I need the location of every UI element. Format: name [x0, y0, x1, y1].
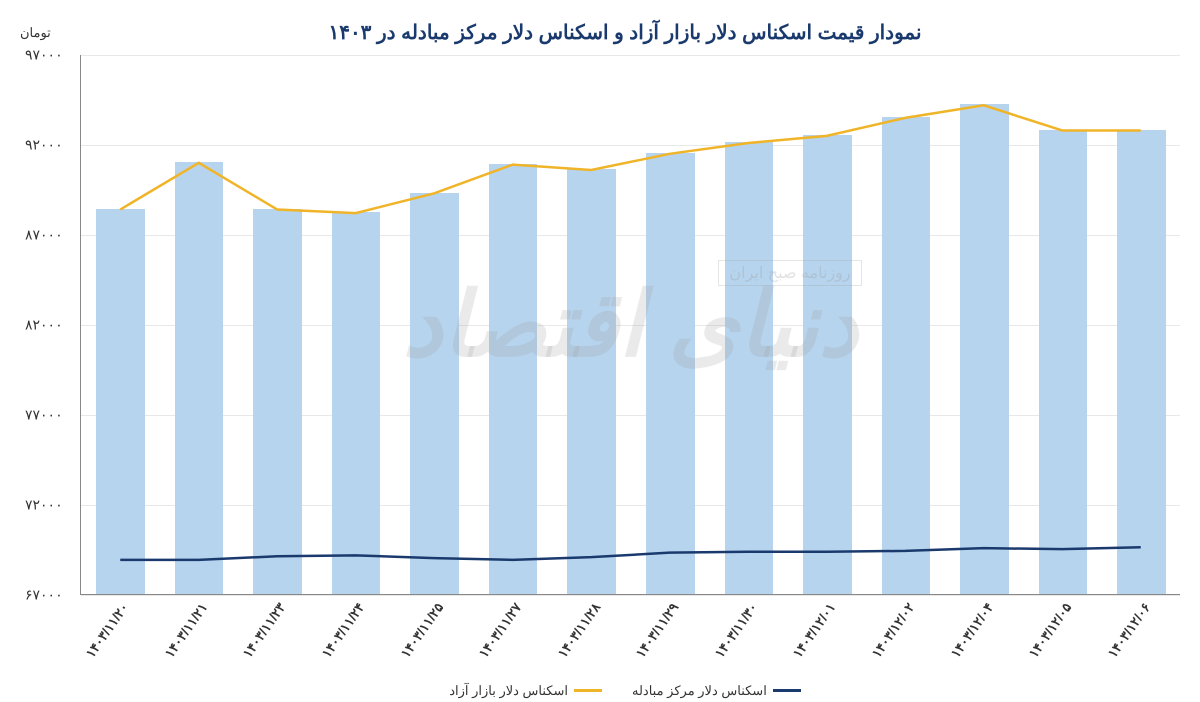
legend-label: اسکناس دلار بازار آزاد [449, 683, 568, 699]
grid-line [81, 235, 1180, 236]
x-tick-label: ۱۴۰۳/۱۱/۲۳ [240, 600, 289, 661]
bar [332, 212, 381, 594]
bar [803, 135, 852, 594]
x-tick-label: ۱۴۰۳/۱۱/۲۴ [319, 600, 368, 661]
x-tick-label: ۱۴۰۳/۱۱/۲۹ [633, 600, 682, 661]
x-tick-label: ۱۴۰۳/۱۲/۰۱ [790, 600, 839, 661]
x-tick-label: ۱۴۰۳/۱۲/۰۴ [947, 600, 996, 661]
x-tick-label: ۱۴۰۳/۱۱/۲۵ [397, 600, 446, 661]
x-tick-label: ۱۴۰۳/۱۲/۰۵ [1026, 600, 1075, 661]
legend: اسکناس دلار مرکز مبادله اسکناس دلار بازار… [70, 680, 1180, 699]
bar [175, 162, 224, 594]
y-tick-label: ۷۷۰۰۰ [25, 407, 75, 424]
y-tick-label: ۷۲۰۰۰ [25, 497, 75, 514]
y-tick-label: ۶۷۰۰۰ [25, 587, 75, 604]
x-tick-label: ۱۴۰۳/۱۲/۰۲ [869, 600, 918, 661]
bar [1039, 130, 1088, 594]
y-tick-label: ۸۷۰۰۰ [25, 227, 75, 244]
bar [1117, 130, 1166, 594]
legend-swatch [574, 689, 602, 692]
y-tick-label: ۹۲۰۰۰ [25, 137, 75, 154]
x-axis: ۱۴۰۳/۱۱/۲۰ ۱۴۰۳/۱۱/۲۱ ۱۴۰۳/۱۱/۲۳ ۱۴۰۳/۱۱/۲۴… [80, 600, 1180, 680]
legend-label: اسکناس دلار مرکز مبادله [632, 683, 767, 699]
chart-container: نمودار قیمت اسکناس دلار بازار آزاد و اسک… [0, 0, 1200, 702]
y-axis-unit: تومان [20, 25, 51, 41]
legend-swatch [773, 689, 801, 692]
plot-area: دنیای اقتصاد روزنامه صبح ایران [80, 55, 1180, 595]
x-tick-label: ۱۴۰۳/۱۲/۰۶ [1105, 600, 1154, 661]
bar [489, 164, 538, 594]
x-tick-label: ۱۴۰۳/۱۱/۲۱ [162, 600, 211, 661]
bar [253, 209, 302, 594]
y-tick-label: ۹۷۰۰۰ [25, 47, 75, 64]
grid-line [81, 415, 1180, 416]
bar [960, 104, 1009, 594]
x-tick-label: ۱۴۰۳/۱۱/۲۷ [476, 600, 525, 661]
bar [410, 193, 459, 594]
legend-item: اسکناس دلار بازار آزاد [449, 683, 602, 699]
grid-line [81, 325, 1180, 326]
legend-item: اسکناس دلار مرکز مبادله [632, 683, 801, 699]
x-tick-label: ۱۴۰۳/۱۱/۳۰ [712, 600, 761, 661]
bar [882, 117, 931, 594]
plot-wrapper: ۶۷۰۰۰۷۲۰۰۰۷۷۰۰۰۸۲۰۰۰۸۷۰۰۰۹۲۰۰۰۹۷۰۰۰ دنیا… [80, 55, 1180, 595]
chart-title: نمودار قیمت اسکناس دلار بازار آزاد و اسک… [70, 20, 1180, 45]
grid-line [81, 55, 1180, 56]
bar [96, 209, 145, 594]
grid-line [81, 505, 1180, 506]
bar [725, 142, 774, 594]
grid-line [81, 145, 1180, 146]
bar [646, 153, 695, 594]
bar [567, 169, 616, 594]
x-tick-label: ۱۴۰۳/۱۱/۲۸ [555, 600, 604, 661]
y-tick-label: ۸۲۰۰۰ [25, 317, 75, 334]
y-axis: ۶۷۰۰۰۷۲۰۰۰۷۷۰۰۰۸۲۰۰۰۸۷۰۰۰۹۲۰۰۰۹۷۰۰۰ [25, 55, 75, 595]
grid-line [81, 595, 1180, 596]
x-tick-label: ۱۴۰۳/۱۱/۲۰ [83, 600, 132, 661]
